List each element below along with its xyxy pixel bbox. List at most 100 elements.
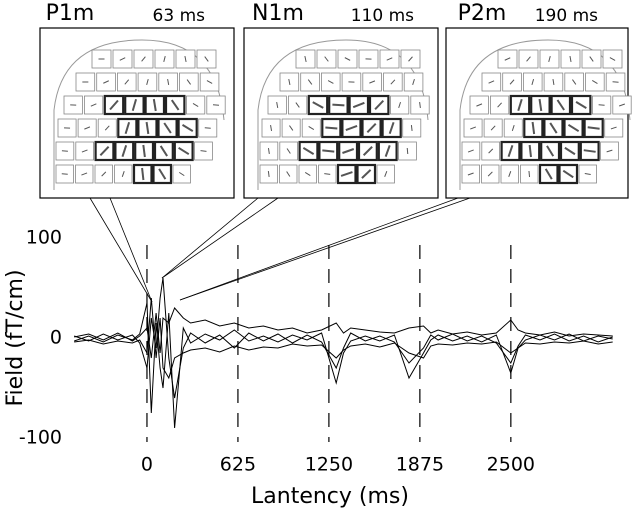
field-arrow	[104, 125, 110, 131]
field-arrow	[124, 79, 130, 85]
field-arrow	[589, 56, 594, 62]
field-arrow	[90, 103, 97, 107]
head-map	[39, 27, 235, 199]
connector	[179, 197, 459, 301]
field-arrow	[546, 145, 555, 157]
field-arrow	[206, 80, 213, 84]
y-tick-label: 0	[50, 327, 62, 349]
latency-label: 110 ms	[351, 6, 414, 26]
field-arrow	[289, 125, 294, 131]
field-arrow	[384, 171, 388, 177]
field-arrow	[325, 126, 338, 130]
field-arrow	[152, 98, 157, 112]
field-arrow	[121, 170, 125, 178]
field-arrow	[556, 99, 565, 111]
field-arrow	[504, 57, 511, 61]
field-arrow	[146, 78, 149, 86]
field-arrow	[145, 121, 150, 135]
field-arrow	[345, 124, 358, 132]
field-arrow	[528, 144, 532, 158]
x-tick-label: 2500	[487, 454, 535, 476]
waveform	[74, 297, 613, 380]
field-arrow	[362, 146, 373, 156]
field-arrow	[572, 79, 577, 85]
field-arrow	[386, 57, 393, 61]
connector	[109, 197, 153, 303]
field-arrow	[276, 101, 279, 109]
field-arrow	[267, 170, 270, 178]
head-map	[243, 27, 439, 199]
field-arrow	[517, 98, 523, 112]
field-arrow	[584, 173, 591, 175]
field-arrow	[366, 123, 377, 133]
waveform	[74, 307, 613, 359]
field-arrow	[488, 80, 495, 84]
field-arrow	[327, 80, 334, 84]
field-arrow	[204, 127, 211, 129]
field-arrow	[470, 126, 477, 130]
field-arrow	[302, 147, 315, 155]
field-arrow	[101, 171, 107, 177]
field-arrow	[467, 149, 474, 153]
field-arrow	[163, 55, 166, 63]
field-arrow	[304, 171, 311, 177]
field-arrow	[406, 147, 409, 155]
connector	[161, 197, 259, 279]
field-arrow	[609, 57, 616, 61]
field-arrow	[81, 172, 88, 176]
field-arrow	[192, 103, 199, 107]
field-arrow	[583, 149, 596, 153]
field-arrow	[410, 124, 413, 132]
field-arrow	[374, 99, 385, 111]
field-arrow	[124, 121, 131, 135]
field-arrow	[606, 149, 613, 153]
field-arrow	[531, 78, 535, 86]
connector	[161, 197, 279, 279]
field-arrow	[619, 103, 625, 107]
field-arrow	[552, 78, 555, 86]
x-tick-label: 1250	[305, 454, 353, 476]
field-arrow	[487, 171, 493, 177]
field-arrow	[324, 56, 329, 62]
field-arrow	[476, 103, 483, 107]
field-arrow	[490, 125, 496, 131]
field-arrow	[308, 126, 315, 130]
field-arrow	[288, 78, 291, 86]
field-arrow	[612, 81, 619, 83]
field-arrow	[384, 145, 391, 157]
field-arrow	[141, 167, 145, 181]
field-arrow	[186, 79, 192, 85]
field-arrow	[324, 173, 331, 175]
y-tick-label: 100	[26, 227, 62, 249]
field-arrow	[142, 144, 146, 158]
field-arrow	[163, 122, 172, 134]
field-arrow	[531, 121, 536, 135]
field-arrow	[204, 56, 209, 62]
field-arrow	[398, 101, 402, 109]
field-arrow	[170, 99, 180, 111]
field-arrow	[312, 101, 324, 109]
field-arrow	[511, 124, 515, 132]
field-arrow	[340, 171, 353, 177]
latency-label: 63 ms	[153, 6, 206, 26]
field-arrow	[158, 168, 167, 180]
x-tick-label: 625	[220, 454, 256, 476]
x-tick-label: 0	[141, 454, 153, 476]
field-arrow	[99, 145, 110, 157]
field-arrow	[564, 146, 576, 156]
field-arrow	[267, 147, 270, 155]
field-arrow	[295, 102, 300, 108]
field-arrow	[526, 56, 531, 62]
field-arrow	[549, 122, 558, 134]
field-arrow	[508, 171, 512, 177]
field-arrow	[548, 55, 551, 63]
field-arrow	[567, 123, 580, 133]
field-arrow	[167, 78, 170, 86]
field-arrow	[388, 121, 395, 135]
field-arrow	[304, 55, 307, 63]
field-arrow	[569, 55, 572, 63]
field-arrow	[488, 148, 494, 154]
field-arrow	[286, 171, 291, 177]
component-label: P1m	[46, 1, 95, 26]
